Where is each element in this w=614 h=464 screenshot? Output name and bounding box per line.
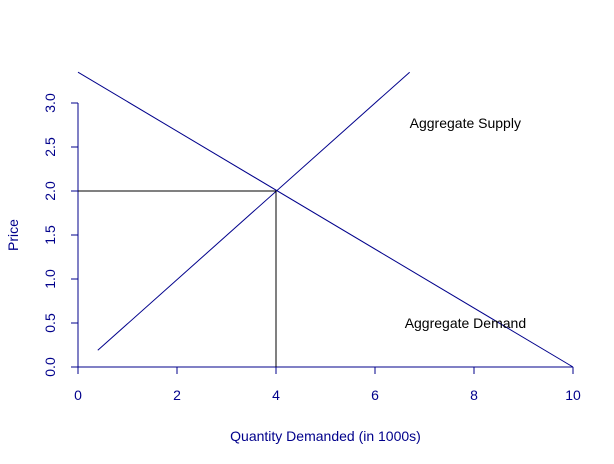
x-tick-label: 2 <box>173 387 181 403</box>
y-tick-label: 1.0 <box>42 269 58 289</box>
y-tick-label: 2.0 <box>42 181 58 201</box>
aggregate-demand-annotation: Aggregate Demand <box>405 315 526 331</box>
x-tick-label: 0 <box>74 387 82 403</box>
aggregate-supply-annotation: Aggregate Supply <box>410 115 521 131</box>
x-tick-label: 8 <box>470 387 478 403</box>
y-tick-label: 2.5 <box>42 137 58 157</box>
aggregate-demand-line <box>77 71 574 368</box>
y-tick-label: 1.5 <box>42 225 58 245</box>
axes: 0 2 4 6 8 10 0.0 0.5 1.0 1.5 2.0 2.5 3.0 <box>42 93 581 403</box>
annotations: Aggregate Supply Aggregate Demand <box>405 115 526 331</box>
aggregate-supply-line <box>97 71 410 351</box>
x-tick-label: 4 <box>272 387 280 403</box>
x-tick-label: 10 <box>565 387 581 403</box>
y-tick-label: 0.5 <box>42 313 58 333</box>
x-axis-label: Quantity Demanded (in 1000s) <box>230 428 421 444</box>
y-tick-label: 3.0 <box>42 93 58 113</box>
y-axis-label: Price <box>5 219 21 251</box>
chart-marks <box>77 71 574 368</box>
y-tick-label: 0.0 <box>42 357 58 377</box>
x-tick-label: 6 <box>371 387 379 403</box>
